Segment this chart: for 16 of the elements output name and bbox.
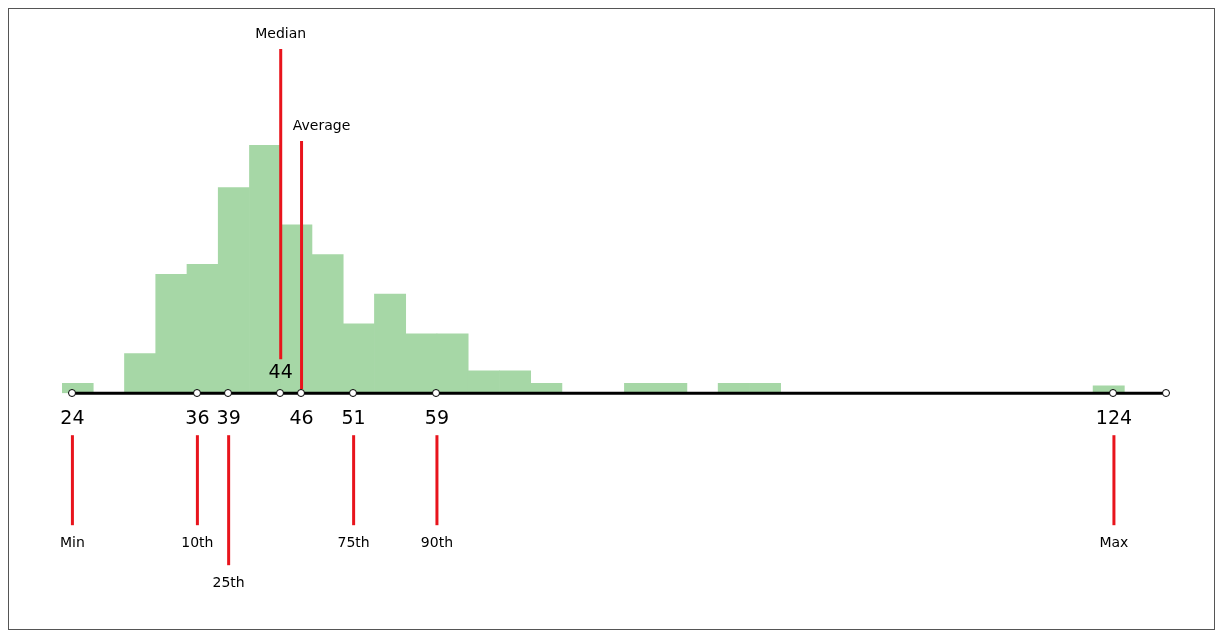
x-tick-label: 51 xyxy=(341,405,366,428)
ref-line-label: Average xyxy=(292,116,351,133)
ref-line-label: 75th xyxy=(337,533,370,550)
x-tick-label: 36 xyxy=(185,405,210,428)
ref-line-label: Median xyxy=(255,24,307,41)
ref-line-label: 25th xyxy=(212,573,245,590)
ref-line-label: Max xyxy=(1099,533,1129,550)
ref-line-label: Min xyxy=(59,533,85,550)
ref-line-label: 90th xyxy=(420,533,454,550)
annotation: 44 xyxy=(268,360,293,383)
ref-line-label: 10th xyxy=(181,533,214,550)
x-tick-label: 46 xyxy=(289,405,314,428)
x-tick-label: 124 xyxy=(1095,405,1133,428)
x-tick-label: 24 xyxy=(60,405,85,428)
x-tick-label: 59 xyxy=(424,405,450,428)
x-tick-label: 39 xyxy=(216,405,241,428)
